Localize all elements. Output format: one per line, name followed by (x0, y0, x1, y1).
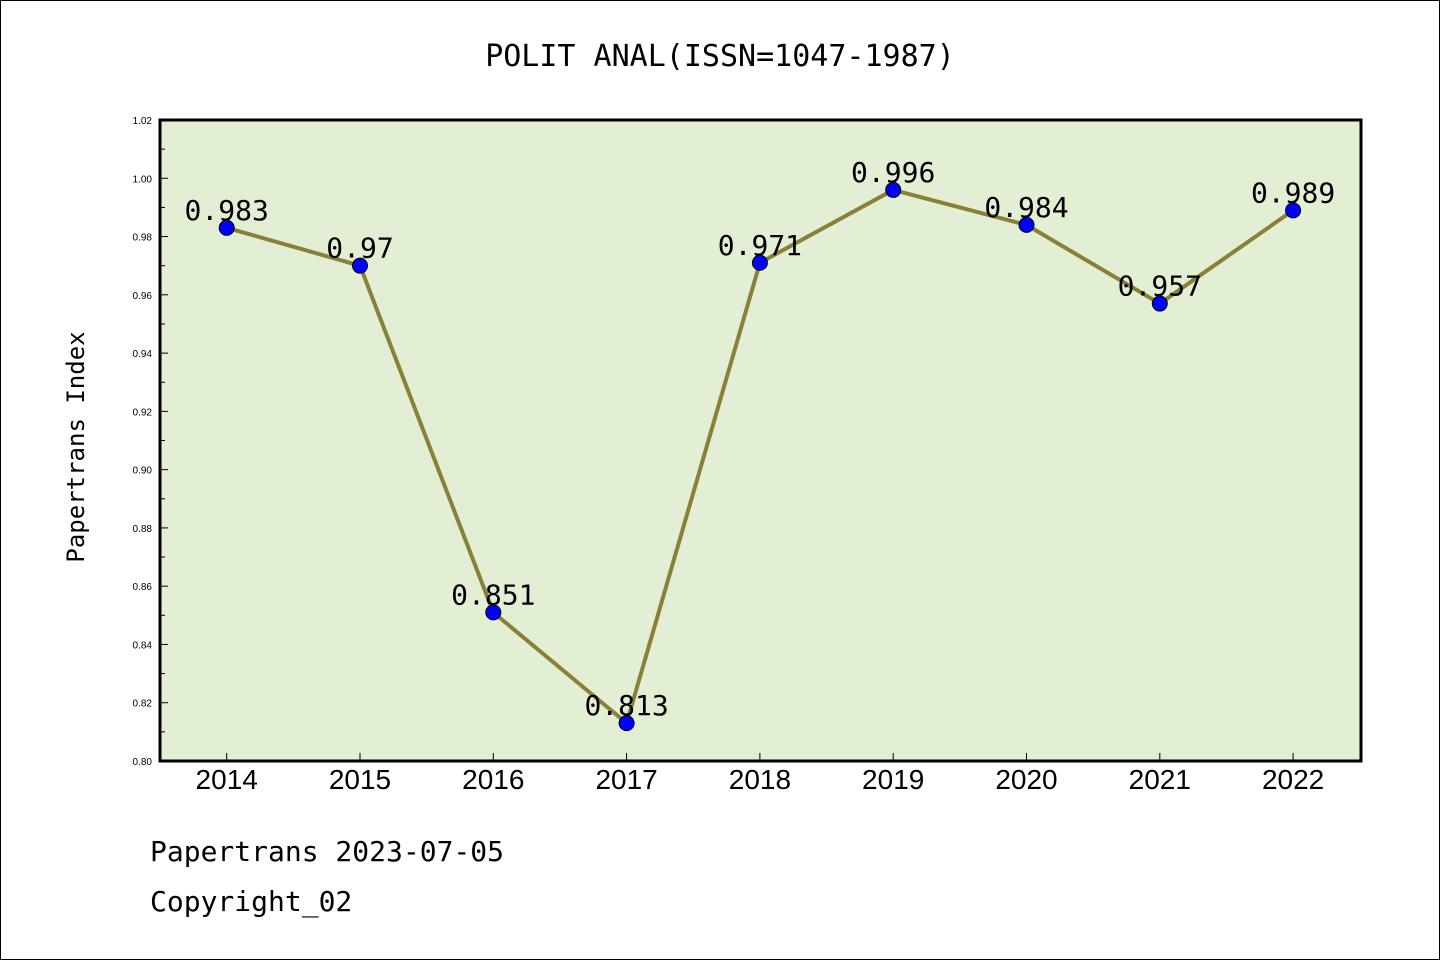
data-point (1151, 295, 1168, 312)
y-tick-label: 0.84 (133, 640, 153, 651)
data-point (751, 254, 768, 271)
x-tick-label: 2020 (995, 764, 1057, 795)
data-point (218, 219, 235, 236)
data-labels: 0.983 0.97 0.851 0.813 0.971 0.996 0.984 0.957 0… (185, 156, 1336, 722)
y-tick-label: 0.98 (133, 233, 153, 244)
data-label: 0.983 (185, 194, 269, 227)
data-point (885, 181, 902, 198)
data-label: 0.851 (451, 578, 535, 611)
data-label: 0.97 (326, 232, 393, 265)
y-axis: 0.80 0.82 0.84 0.86 0.88 0.90 0.92 0.94 0.96 0.98… (133, 116, 168, 768)
x-axis: 2014 2015 2016 2017 2018 2019 2020 2021 2022 (196, 753, 1324, 795)
x-tick-label: 2018 (729, 764, 791, 795)
chart-title: POLIT ANAL(ISSN=1047-1987) (485, 39, 955, 74)
y-tick-label: 0.82 (133, 699, 153, 710)
y-tick-label: 0.94 (133, 349, 153, 360)
x-tick-label: 2014 (196, 764, 258, 795)
y-tick-label: 0.90 (133, 466, 153, 477)
x-tick-label: 2019 (862, 764, 924, 795)
data-label: 0.957 (1118, 270, 1202, 303)
data-label: 0.989 (1251, 176, 1335, 209)
y-tick-label: 0.80 (133, 757, 153, 768)
x-tick-label: 2021 (1129, 764, 1191, 795)
data-label: 0.984 (984, 191, 1068, 224)
data-label: 0.996 (851, 156, 935, 189)
y-tick-label: 0.96 (133, 291, 153, 302)
y-axis-label: Papertrans Index (62, 331, 90, 562)
data-label: 0.813 (584, 689, 668, 722)
footer-date: Papertrans 2023-07-05 (150, 835, 505, 868)
data-point (352, 257, 368, 274)
data-point (1018, 216, 1035, 233)
data-point (1285, 202, 1302, 219)
y-tick-label: 0.92 (133, 407, 153, 418)
data-point (485, 604, 502, 621)
data-point (618, 715, 635, 732)
y-tick-label: 1.02 (133, 116, 153, 127)
series-line (218, 181, 1302, 732)
footer-copyright: Copyright_02 (150, 885, 353, 918)
x-tick-label: 2016 (462, 764, 524, 795)
data-label: 0.971 (718, 229, 802, 262)
x-tick-label: 2015 (329, 764, 391, 795)
plot-area (158, 118, 1363, 763)
x-tick-label: 2017 (595, 764, 657, 795)
y-tick-label: 1.00 (133, 174, 153, 185)
y-tick-label: 0.88 (133, 524, 153, 535)
x-tick-label: 2022 (1262, 764, 1324, 795)
y-tick-label: 0.86 (133, 582, 153, 593)
